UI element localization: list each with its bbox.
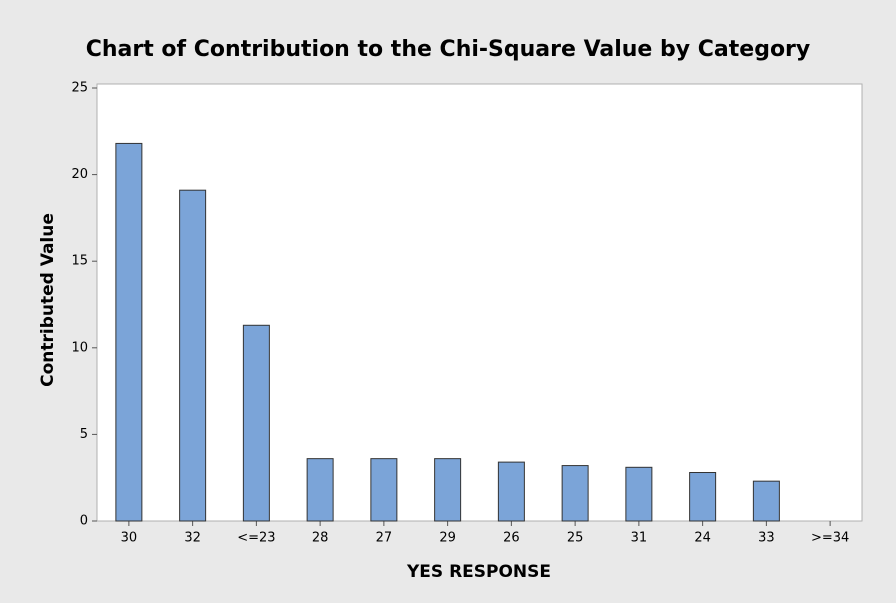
y-axis-label: Contributed Value	[38, 213, 58, 387]
x-tick-label: 26	[503, 531, 520, 546]
bar	[242, 324, 270, 522]
bar	[561, 465, 589, 522]
x-tick-label: 24	[694, 531, 711, 546]
y-tick-label: 0	[80, 514, 88, 529]
y-tick-label: 10	[71, 340, 88, 355]
x-tick-label: <=23	[237, 531, 275, 546]
y-tick-label: 25	[71, 81, 88, 96]
bar	[306, 458, 334, 522]
bar	[625, 466, 653, 522]
x-tick-label: 32	[184, 531, 201, 546]
x-tick-label: 31	[631, 531, 648, 546]
bar	[689, 472, 717, 522]
x-tick-label: 25	[567, 531, 584, 546]
x-tick-label: 30	[121, 531, 138, 546]
x-tick-label: >=34	[811, 531, 849, 546]
bar	[497, 461, 525, 522]
x-axis-label: YES RESPONSE	[406, 562, 551, 582]
y-tick-label: 5	[80, 427, 88, 442]
x-tick-label: 33	[758, 531, 775, 546]
bar	[179, 189, 207, 522]
bar	[434, 458, 462, 522]
bar	[115, 142, 143, 522]
x-tick-label: 29	[439, 531, 456, 546]
bar	[370, 458, 398, 522]
y-tick-label: 15	[71, 254, 88, 269]
x-tick-label: 28	[312, 531, 329, 546]
chart-title: Chart of Contribution to the Chi-Square …	[86, 37, 811, 62]
bar	[752, 480, 780, 522]
plot-area	[96, 83, 863, 522]
x-tick-label: 27	[376, 531, 393, 546]
y-tick-label: 20	[71, 167, 88, 182]
